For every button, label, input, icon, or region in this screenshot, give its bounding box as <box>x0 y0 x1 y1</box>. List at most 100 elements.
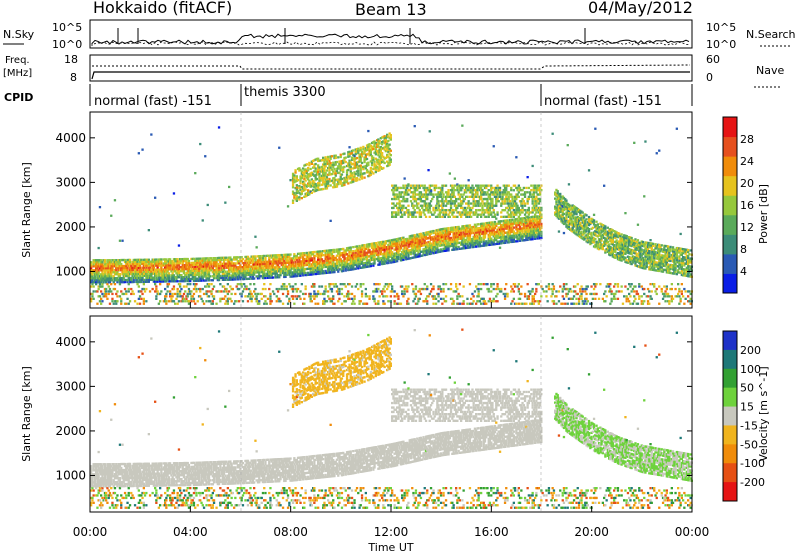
power-cell <box>355 153 357 155</box>
power-cell <box>401 285 403 287</box>
power-cell <box>394 300 396 302</box>
power-cell <box>396 293 398 295</box>
power-cell <box>366 295 368 297</box>
power-cell <box>104 271 106 273</box>
power-cell <box>347 295 349 297</box>
power-cell <box>111 293 113 295</box>
power-cell <box>429 187 431 189</box>
power-cell <box>400 303 402 305</box>
power-cell <box>422 288 424 290</box>
power-cell <box>253 277 255 279</box>
power-cell <box>488 211 490 213</box>
power-cell <box>478 288 480 290</box>
power-cell <box>442 283 444 285</box>
power-cell <box>173 264 175 266</box>
power-cell <box>105 295 107 297</box>
power-cell <box>130 288 132 290</box>
power-cell <box>262 288 264 290</box>
power-cell <box>194 172 196 174</box>
power-cell <box>390 159 392 161</box>
power-cell <box>152 288 154 290</box>
power-cell <box>271 256 273 258</box>
power-cell <box>100 303 102 305</box>
power-cell <box>485 187 487 189</box>
power-cell <box>315 255 317 257</box>
power-cell <box>358 178 360 180</box>
power-cell <box>391 189 393 191</box>
power-cell <box>361 155 363 157</box>
power-cell <box>184 300 186 302</box>
power-cell <box>202 261 204 263</box>
power-cell <box>367 162 369 164</box>
power-cell <box>441 191 443 193</box>
power-cell <box>424 214 426 216</box>
power-cell <box>190 290 192 292</box>
power-cell <box>302 274 304 276</box>
power-cell <box>370 174 372 176</box>
power-cell <box>330 162 332 164</box>
power-cell <box>412 290 414 292</box>
power-cell <box>315 293 317 295</box>
power-cell <box>199 258 201 260</box>
power-cell <box>449 200 451 202</box>
power-cell <box>341 293 343 295</box>
power-cell <box>140 290 142 292</box>
power-cell <box>228 290 230 292</box>
power-cell <box>396 260 398 262</box>
power-cell <box>175 298 177 300</box>
power-cell <box>159 293 161 295</box>
power-cell <box>110 283 112 285</box>
power-cell <box>249 290 251 292</box>
nave-tick-bottom: 0 <box>706 71 713 84</box>
power-cell <box>276 256 278 258</box>
power-cell <box>215 303 217 305</box>
power-cell <box>426 253 428 255</box>
power-cell <box>94 275 96 277</box>
power-cell <box>473 300 475 302</box>
power-cell <box>179 283 181 285</box>
power-cell <box>493 298 495 300</box>
power-cell <box>278 288 280 290</box>
power-cell <box>476 193 478 195</box>
power-cell <box>340 183 342 185</box>
power-cell <box>149 290 151 292</box>
power-cell <box>131 290 133 292</box>
power-cell <box>455 198 457 200</box>
power-cell <box>286 295 288 297</box>
power-cell <box>140 269 142 271</box>
power-cell <box>442 205 444 207</box>
power-cell <box>194 303 196 305</box>
power-cell <box>93 298 95 300</box>
power-cell <box>461 207 463 209</box>
power-cell <box>93 285 95 287</box>
power-cell <box>373 300 375 302</box>
power-cell <box>333 177 335 179</box>
power-cell <box>276 295 278 297</box>
power-cell <box>278 276 280 278</box>
power-cell <box>480 196 482 198</box>
power-cell <box>302 293 304 295</box>
power-cell <box>337 300 339 302</box>
power-cell <box>463 185 465 187</box>
power-cell <box>430 200 432 202</box>
power-cell <box>420 293 422 295</box>
power-cell <box>165 300 167 302</box>
power-cell <box>415 288 417 290</box>
power-cell <box>296 290 298 292</box>
power-cell <box>182 295 184 297</box>
power-cell <box>396 242 398 244</box>
power-cell <box>432 209 434 211</box>
power-cell <box>210 257 212 259</box>
power-cell <box>116 300 118 302</box>
power-cell <box>241 295 243 297</box>
power-cell <box>150 133 152 135</box>
power-cell <box>451 202 453 204</box>
power-cell <box>493 300 495 302</box>
power-cell <box>124 259 126 261</box>
power-cell <box>399 200 401 202</box>
power-cell <box>490 214 492 216</box>
power-cell <box>237 283 239 285</box>
power-cell <box>381 290 383 292</box>
power-cell <box>356 179 358 181</box>
power-cell <box>333 249 335 251</box>
